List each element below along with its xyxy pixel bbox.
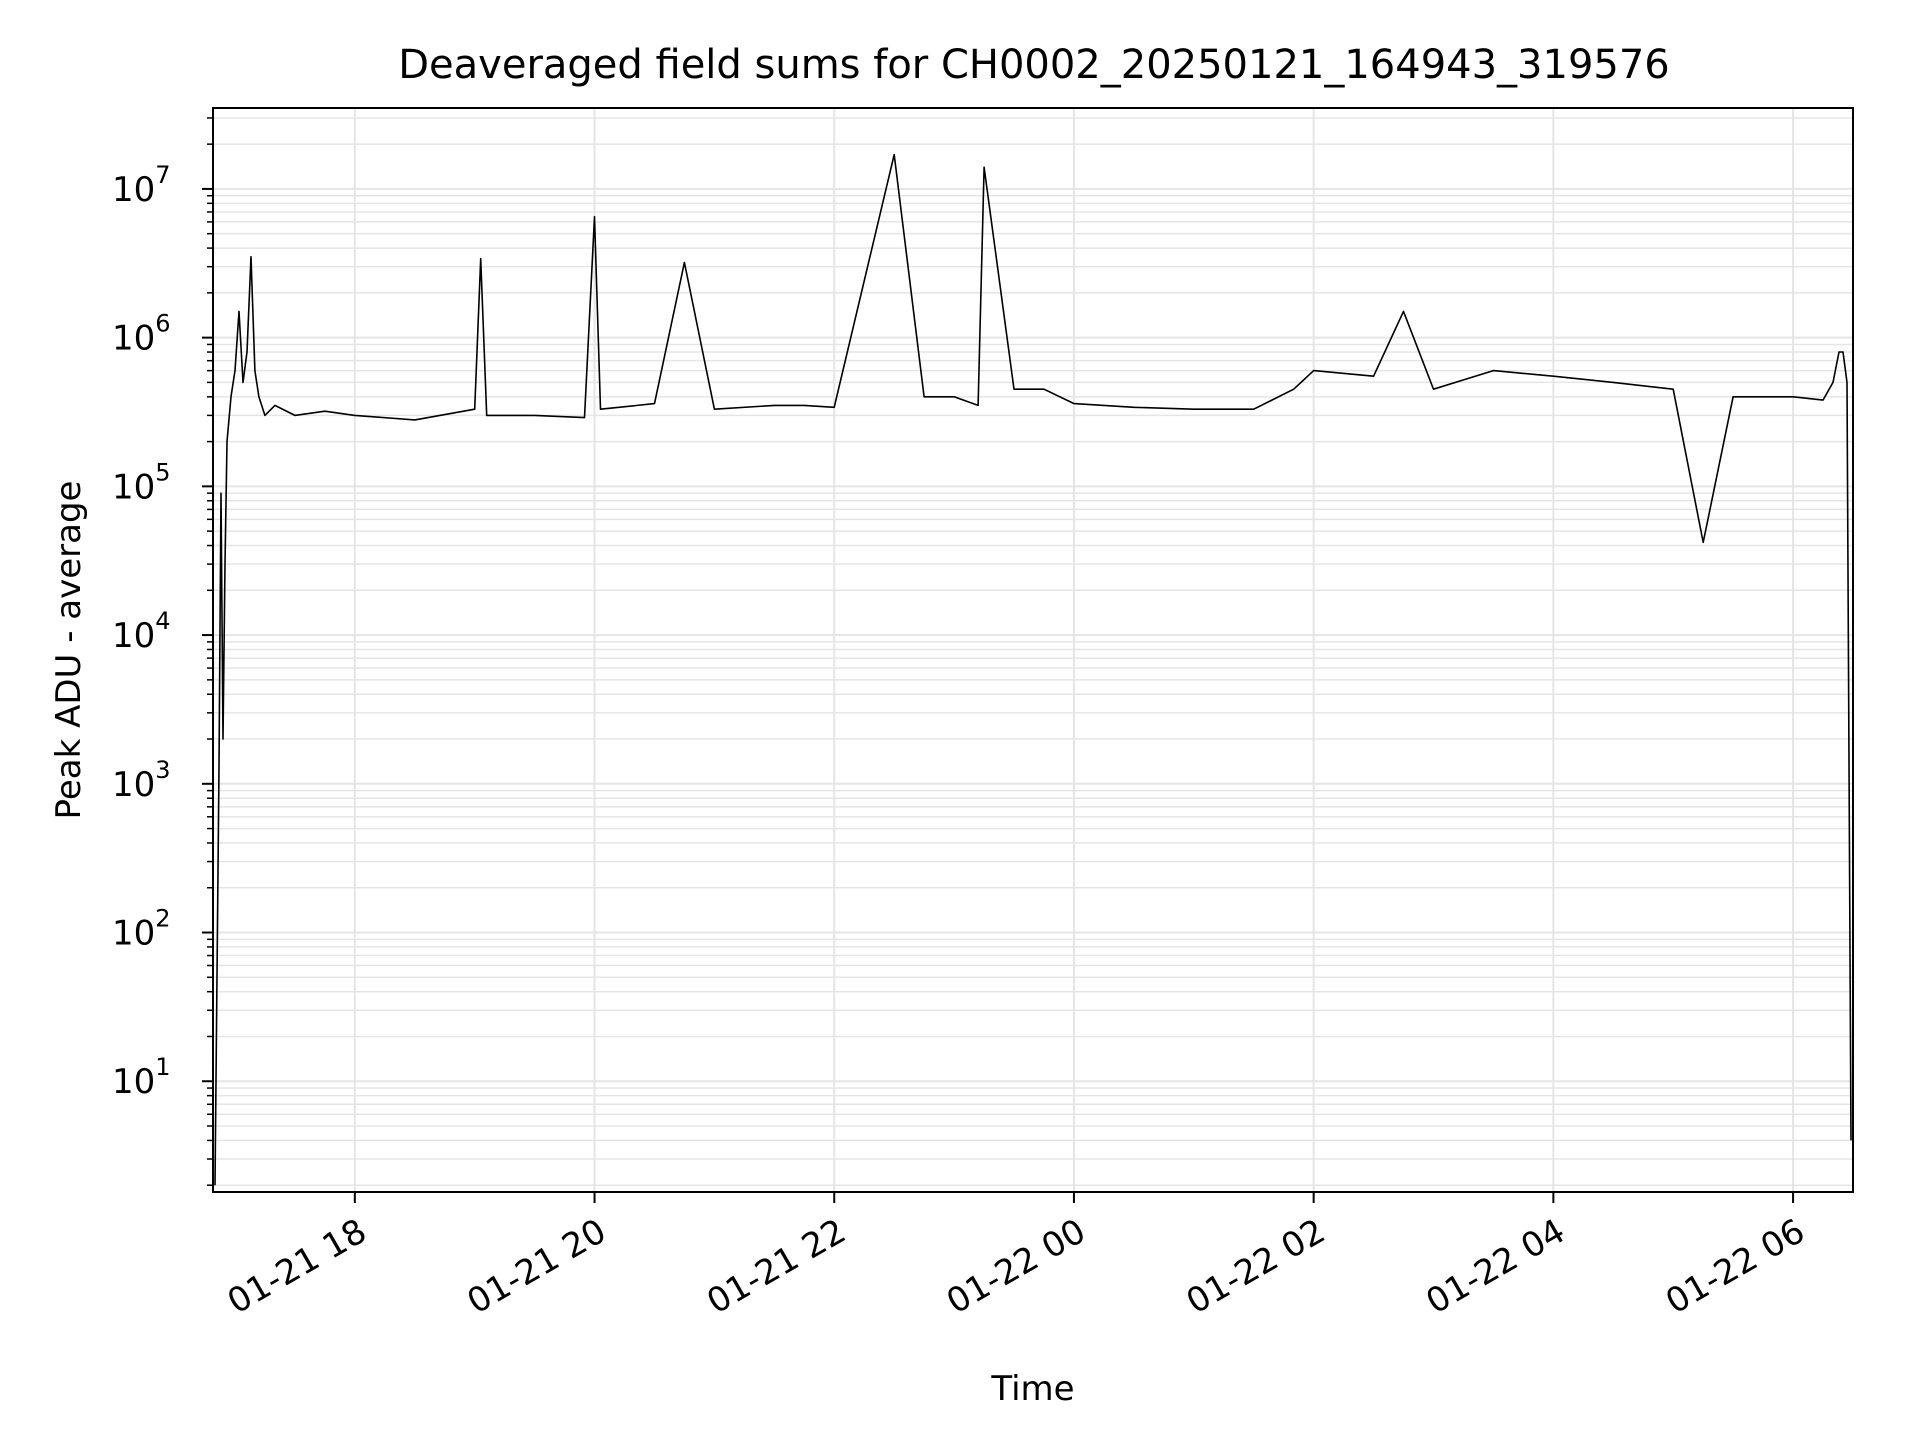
y-tick-label: 103 — [112, 756, 171, 805]
y-tick-label: 104 — [112, 607, 171, 656]
y-tick-label: 107 — [112, 161, 171, 210]
series-line — [214, 153, 1852, 1186]
x-axis-label: Time — [990, 1369, 1074, 1409]
major-gridlines — [213, 108, 1853, 1192]
y-tick-label: 106 — [112, 310, 171, 359]
data-series — [214, 153, 1852, 1186]
y-tick-label: 101 — [112, 1053, 171, 1102]
minor-gridlines — [213, 117, 1853, 1186]
y-tick-label: 102 — [112, 905, 171, 954]
y-axis-label: Peak ADU - average — [49, 481, 89, 820]
chart-title: Deaveraged field sums for CH0002_2025012… — [398, 42, 1670, 88]
y-tick-label: 105 — [112, 458, 171, 507]
y-axis-ticks: 101 102 103 104 105 106 107 — [112, 117, 213, 1186]
